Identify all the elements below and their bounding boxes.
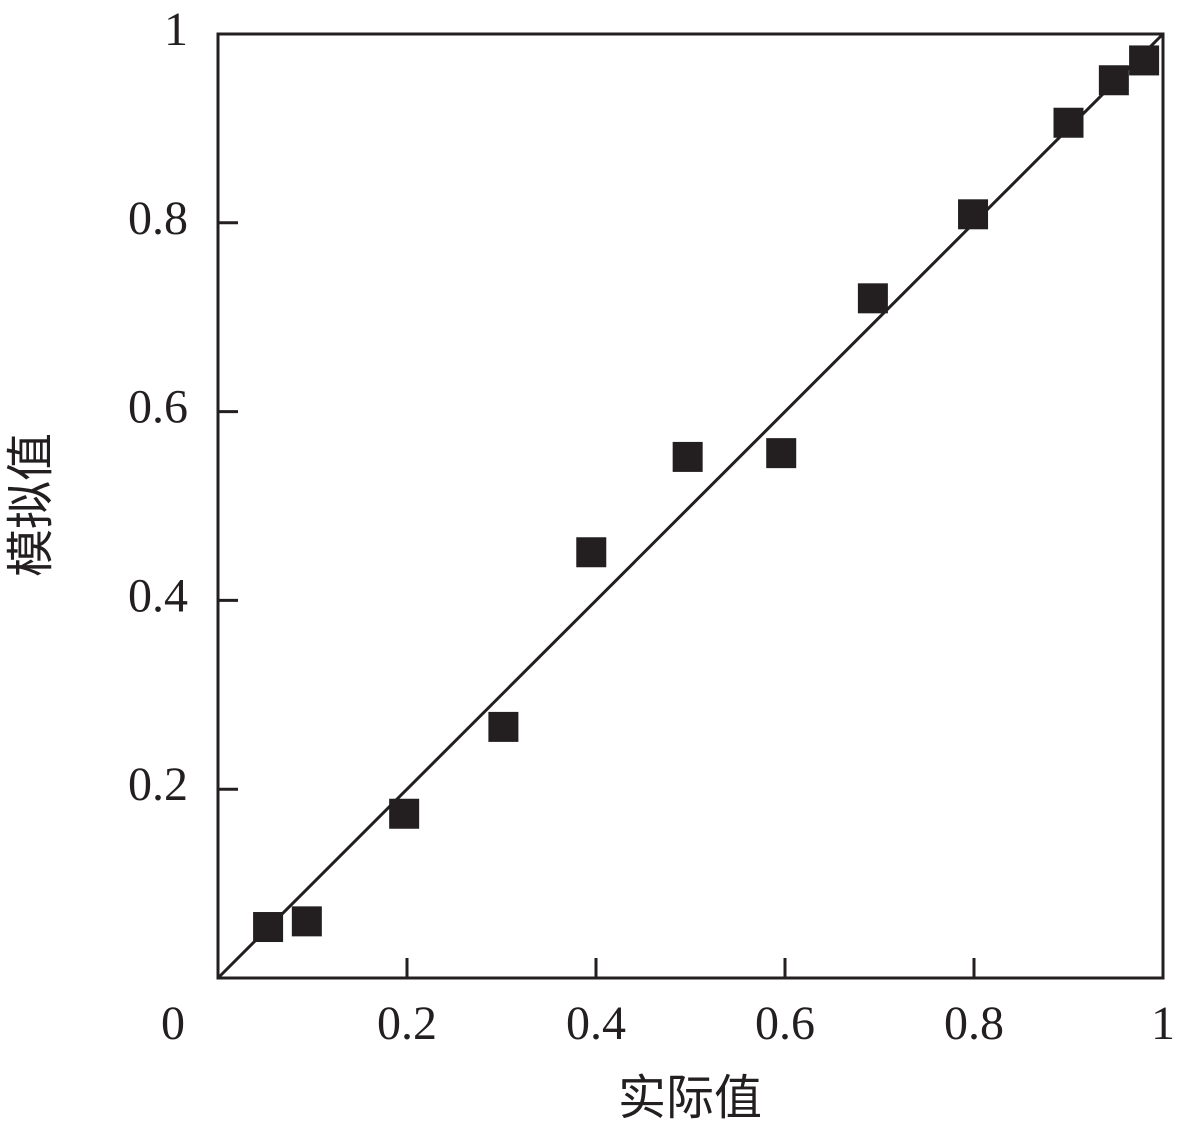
y-tick-label: 0.4 [128, 569, 188, 622]
point [672, 441, 703, 472]
fit-line [216, 32, 1165, 980]
point [1129, 45, 1160, 76]
plot-frame [216, 32, 1165, 980]
point [291, 906, 322, 937]
point [488, 711, 519, 742]
x-tick-label: 0.2 [377, 997, 437, 1050]
x-tick-label: 0.4 [566, 997, 626, 1050]
y-tick-label: 0.8 [128, 192, 188, 245]
y-tick-label: 0.2 [128, 758, 188, 811]
point [958, 199, 989, 230]
point [857, 283, 888, 314]
x-tick-label: 0.8 [944, 997, 1004, 1050]
x-axis-label: 实际值 [618, 1072, 762, 1125]
point [1098, 65, 1129, 96]
x-tick-label: 0.6 [755, 997, 815, 1050]
point [576, 537, 607, 568]
point [1053, 107, 1084, 138]
x-tick-label: 1 [1151, 997, 1175, 1050]
y-tick-label: 1 [164, 3, 188, 56]
point [253, 912, 284, 943]
x-tick-label: 0 [161, 997, 185, 1050]
point [389, 798, 420, 829]
y-tick-label: 0.6 [128, 381, 188, 434]
y-axis-label: 模拟值 [5, 433, 58, 577]
point [766, 438, 797, 469]
